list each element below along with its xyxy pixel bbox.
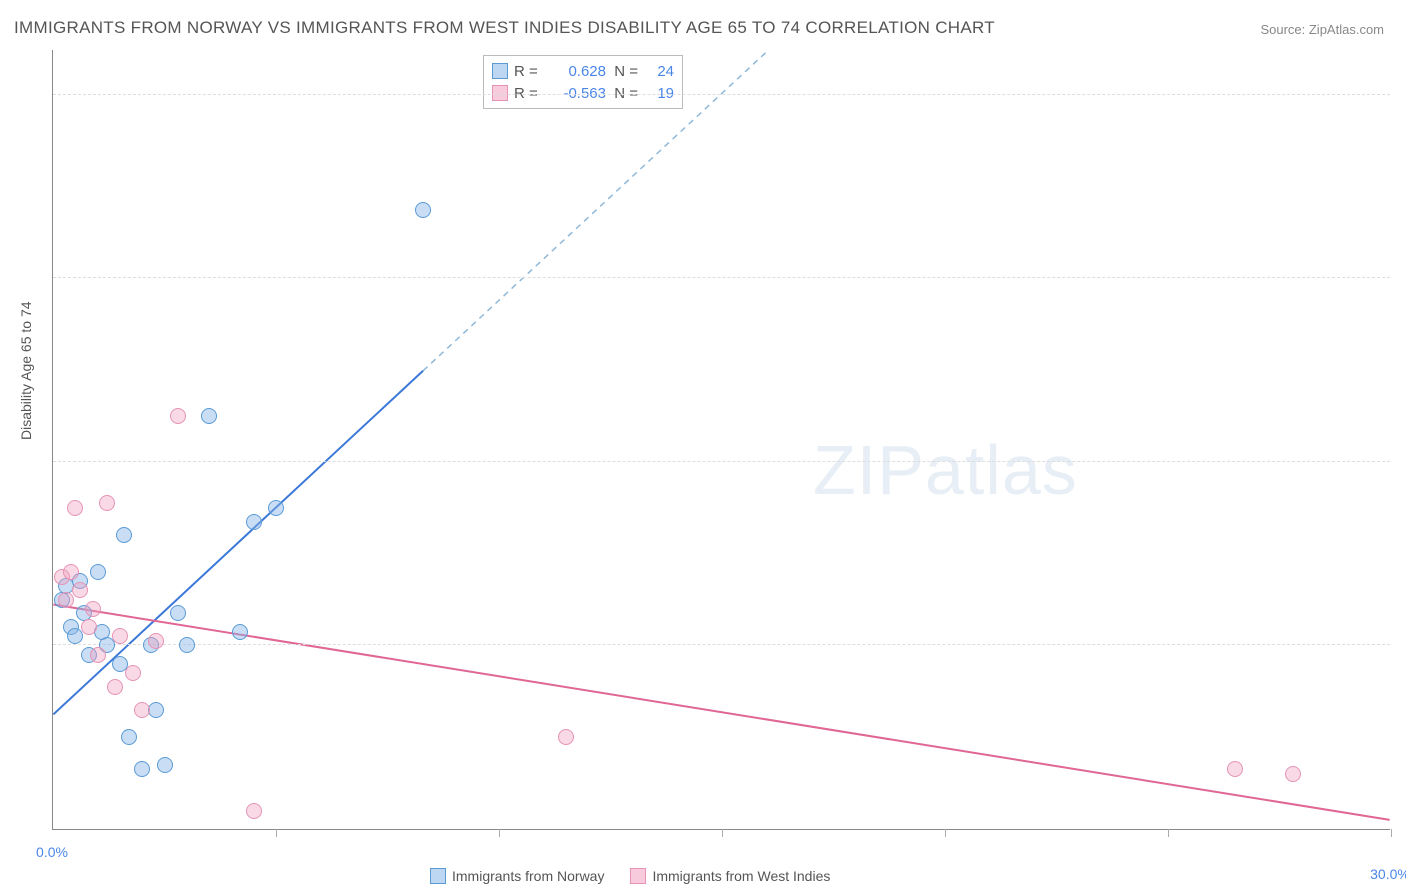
- legend-item-norway: Immigrants from Norway: [430, 868, 604, 884]
- scatter-marker: [116, 527, 132, 543]
- scatter-marker: [99, 495, 115, 511]
- x-tick: [499, 829, 500, 837]
- scatter-marker: [107, 679, 123, 695]
- y-tick-label: 40.0%: [1395, 438, 1406, 454]
- x-tick-label: 0.0%: [36, 844, 68, 860]
- scatter-marker: [90, 564, 106, 580]
- x-tick: [1391, 829, 1392, 837]
- grid-line: [53, 644, 1390, 645]
- scatter-marker: [81, 619, 97, 635]
- scatter-marker: [1285, 766, 1301, 782]
- chart-title: IMMIGRANTS FROM NORWAY VS IMMIGRANTS FRO…: [14, 18, 995, 38]
- scatter-marker: [179, 637, 195, 653]
- scatter-marker: [558, 729, 574, 745]
- scatter-marker: [72, 582, 88, 598]
- scatter-marker: [170, 605, 186, 621]
- scatter-marker: [134, 761, 150, 777]
- watermark: ZIPatlas: [813, 430, 1078, 510]
- x-tick: [722, 829, 723, 837]
- trend-lines: [53, 50, 1390, 829]
- grid-line: [53, 94, 1390, 95]
- bottom-legend: Immigrants from Norway Immigrants from W…: [430, 868, 830, 884]
- scatter-marker: [90, 647, 106, 663]
- scatter-marker: [232, 624, 248, 640]
- scatter-marker: [134, 702, 150, 718]
- x-tick-label: 30.0%: [1370, 866, 1406, 882]
- plot-area: ZIPatlas R = 0.628 N = 24 R = -0.563 N =…: [52, 50, 1390, 830]
- scatter-marker: [112, 628, 128, 644]
- source-attribution: Source: ZipAtlas.com: [1260, 22, 1384, 37]
- legend-label: Immigrants from Norway: [452, 868, 604, 884]
- legend-item-westindies: Immigrants from West Indies: [630, 868, 830, 884]
- scatter-marker: [67, 500, 83, 516]
- scatter-marker: [157, 757, 173, 773]
- grid-line: [53, 277, 1390, 278]
- swatch-blue-icon: [492, 63, 508, 79]
- y-tick-label: 20.0%: [1395, 621, 1406, 637]
- stats-box: R = 0.628 N = 24 R = -0.563 N = 19: [483, 55, 683, 109]
- scatter-marker: [246, 514, 262, 530]
- scatter-marker: [201, 408, 217, 424]
- scatter-marker: [63, 564, 79, 580]
- swatch-blue-icon: [430, 868, 446, 884]
- y-tick-label: 60.0%: [1395, 254, 1406, 270]
- y-tick-label: 80.0%: [1395, 71, 1406, 87]
- scatter-marker: [1227, 761, 1243, 777]
- scatter-marker: [148, 633, 164, 649]
- scatter-marker: [268, 500, 284, 516]
- x-tick: [945, 829, 946, 837]
- y-axis-label: Disability Age 65 to 74: [18, 301, 34, 440]
- x-tick: [276, 829, 277, 837]
- scatter-marker: [121, 729, 137, 745]
- swatch-pink-icon: [630, 868, 646, 884]
- stats-row-norway: R = 0.628 N = 24: [492, 60, 674, 82]
- legend-label: Immigrants from West Indies: [652, 868, 830, 884]
- scatter-marker: [85, 601, 101, 617]
- scatter-marker: [246, 803, 262, 819]
- scatter-marker: [170, 408, 186, 424]
- scatter-marker: [125, 665, 141, 681]
- grid-line: [53, 461, 1390, 462]
- x-tick: [1168, 829, 1169, 837]
- scatter-marker: [415, 202, 431, 218]
